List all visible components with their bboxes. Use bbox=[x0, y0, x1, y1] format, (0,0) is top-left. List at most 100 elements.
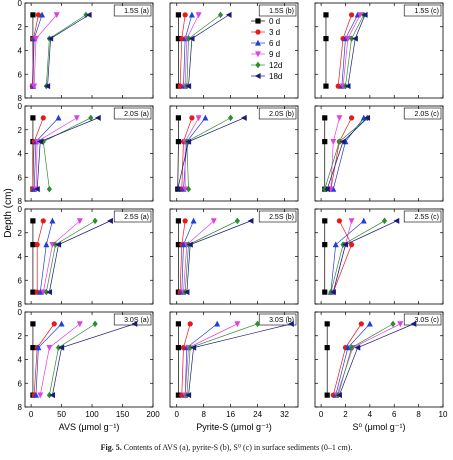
series-18d bbox=[336, 320, 417, 399]
data-point bbox=[247, 217, 254, 224]
data-point bbox=[175, 218, 182, 224]
panel-label-box bbox=[113, 107, 152, 120]
data-point bbox=[188, 11, 195, 18]
data-point bbox=[175, 392, 182, 398]
series-6d bbox=[180, 11, 195, 89]
data-point bbox=[175, 12, 182, 18]
y-tick-label: 2 bbox=[18, 332, 23, 341]
series-line bbox=[330, 220, 385, 293]
data-point bbox=[31, 83, 38, 90]
data-point bbox=[217, 11, 224, 19]
y-tick-label: 0 bbox=[18, 205, 23, 214]
data-point bbox=[393, 217, 400, 224]
series-line bbox=[42, 220, 81, 293]
data-point bbox=[344, 344, 351, 351]
y-tick-label: 8 bbox=[18, 94, 23, 103]
panel-frame bbox=[314, 2, 444, 99]
x-tick-label: 100 bbox=[85, 410, 99, 419]
panel-label-box bbox=[258, 210, 297, 223]
x-tick-label: 0 bbox=[319, 410, 324, 419]
data-point bbox=[190, 344, 197, 351]
series-line bbox=[47, 14, 90, 87]
panel-label-box bbox=[113, 4, 152, 17]
series-0d bbox=[175, 321, 182, 398]
legend-label: 12d bbox=[269, 61, 282, 70]
data-point bbox=[352, 35, 358, 42]
series-line bbox=[186, 117, 231, 190]
data-point bbox=[55, 241, 62, 248]
series-line bbox=[186, 14, 221, 87]
data-point bbox=[40, 138, 46, 145]
panel-1.5S-b: 1.5S (b) 0 d 3 d 6 d 9 d 12d 18d bbox=[169, 2, 299, 99]
series-line bbox=[183, 117, 206, 190]
y-axis-label: Depth (cm) bbox=[3, 188, 14, 237]
series-18d bbox=[174, 114, 247, 193]
data-point bbox=[344, 83, 351, 90]
data-point bbox=[322, 242, 328, 248]
series-line bbox=[45, 14, 87, 87]
data-point bbox=[175, 321, 182, 327]
series-line bbox=[39, 220, 53, 293]
data-point bbox=[49, 217, 56, 224]
x-tick-label: 24 bbox=[253, 410, 262, 419]
series-12d bbox=[46, 320, 98, 399]
legend-marker bbox=[254, 73, 261, 79]
data-point bbox=[40, 115, 46, 121]
data-point bbox=[55, 114, 62, 121]
figure-caption: Fig. 5. Contents of AVS (a), pyrite-S (b… bbox=[0, 443, 453, 452]
series-line bbox=[177, 117, 179, 190]
data-point bbox=[44, 83, 51, 90]
data-point bbox=[34, 242, 40, 248]
series-line bbox=[332, 220, 397, 293]
series-12d bbox=[184, 11, 224, 90]
data-point bbox=[33, 186, 40, 193]
x-tick-label: 50 bbox=[57, 410, 66, 419]
data-point bbox=[37, 288, 44, 295]
data-point bbox=[187, 344, 193, 351]
data-point bbox=[73, 115, 80, 122]
series-line bbox=[330, 117, 340, 190]
series-12d bbox=[43, 11, 89, 90]
series-line bbox=[188, 14, 230, 87]
data-point bbox=[322, 139, 328, 145]
legend: 0 d 3 d 6 d 9 d 12d 18d bbox=[251, 17, 282, 81]
panel-1.5S-c: 1.5S (c) bbox=[314, 2, 444, 99]
data-point bbox=[348, 242, 355, 248]
data-point bbox=[335, 83, 341, 89]
legend-marker bbox=[255, 29, 261, 35]
data-point bbox=[210, 218, 217, 225]
series-line bbox=[33, 14, 57, 87]
caption-text: Contents of AVS (a), pyrite-S (b), S⁰ (c… bbox=[123, 443, 353, 452]
series-18d bbox=[185, 11, 232, 90]
y-tick-label: 4 bbox=[18, 47, 23, 56]
data-point bbox=[344, 36, 351, 42]
series-line bbox=[337, 323, 394, 396]
series-18d bbox=[33, 114, 101, 193]
data-point bbox=[358, 321, 364, 327]
panel-label-box bbox=[403, 210, 442, 223]
data-point bbox=[189, 115, 195, 121]
data-point bbox=[58, 320, 65, 327]
data-point bbox=[47, 35, 54, 42]
data-point bbox=[357, 12, 364, 19]
data-point bbox=[366, 320, 373, 327]
panel-2.0S-c: 2.0S (c) bbox=[314, 105, 444, 202]
data-point bbox=[174, 186, 181, 193]
series-line bbox=[184, 220, 238, 293]
panel-label: 1.5S (c) bbox=[414, 8, 439, 15]
panel-label: 2.5S (b) bbox=[269, 214, 294, 221]
series-0d bbox=[322, 218, 328, 295]
data-point bbox=[348, 115, 355, 121]
data-point bbox=[76, 218, 83, 225]
data-point bbox=[35, 344, 42, 351]
series-line bbox=[36, 117, 99, 190]
panel-frame bbox=[24, 311, 154, 408]
data-point bbox=[180, 241, 187, 248]
data-point bbox=[240, 114, 247, 121]
data-point bbox=[190, 217, 197, 224]
data-point bbox=[324, 321, 330, 327]
panel-label-box bbox=[113, 210, 152, 223]
panel-2.5S-b: 2.5S (b) bbox=[169, 208, 299, 305]
caption-label: Fig. 5. bbox=[100, 443, 122, 452]
x-axis-label-c: S⁰ (μmol g⁻¹) bbox=[352, 422, 405, 432]
